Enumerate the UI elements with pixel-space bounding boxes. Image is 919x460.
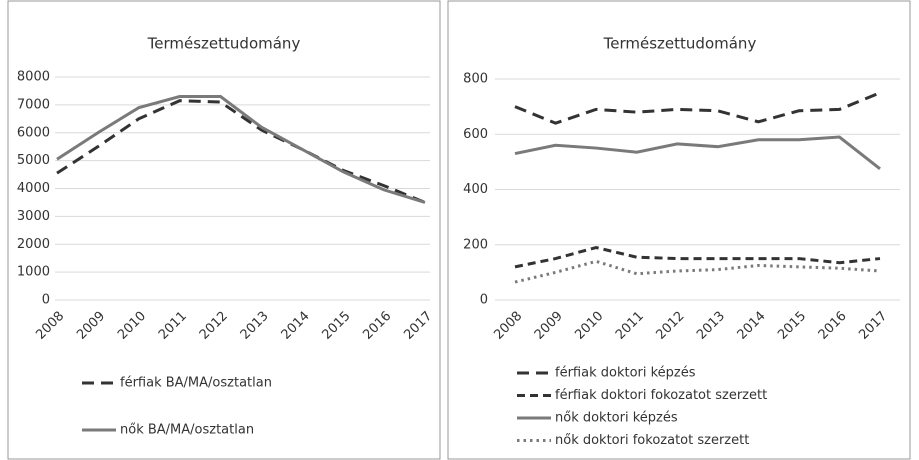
x-tick-label: 2011 <box>613 309 647 343</box>
series-line <box>514 135 881 170</box>
y-tick-label: 400 <box>463 182 488 197</box>
y-tick-label: 2000 <box>17 237 50 252</box>
series-line <box>56 95 426 204</box>
x-tick-label: 2011 <box>156 309 190 343</box>
y-tick-label: 4000 <box>17 181 50 196</box>
legend-label: férfiak BA/MA/osztatlan <box>120 376 272 391</box>
x-tick-label: 2014 <box>279 309 313 343</box>
x-tick-label: 2017 <box>856 309 890 343</box>
chart-title: Természettudomány <box>603 35 757 53</box>
legend-label: férfiak doktori képzés <box>555 366 696 381</box>
x-tick-label: 2012 <box>654 309 688 343</box>
panel-border <box>447 0 911 460</box>
y-tick-label: 6000 <box>17 125 50 140</box>
x-tick-label: 2010 <box>115 309 149 343</box>
x-tick-label: 2010 <box>572 309 606 343</box>
x-tick-label: 2012 <box>197 309 231 343</box>
y-tick-label: 0 <box>480 293 488 308</box>
y-tick-label: 7000 <box>17 97 50 112</box>
x-tick-label: 2015 <box>775 309 809 343</box>
legend-label: nők BA/MA/osztatlan <box>120 423 254 438</box>
x-tick-label: 2009 <box>532 309 566 343</box>
y-tick-label: 5000 <box>17 153 50 168</box>
y-tick-label: 0 <box>42 293 50 308</box>
x-tick-label: 2016 <box>816 309 850 343</box>
y-tick-label: 600 <box>463 127 488 142</box>
series-line <box>514 245 881 269</box>
y-tick-label: 800 <box>463 72 488 87</box>
panel-border <box>7 0 441 460</box>
y-tick-label: 8000 <box>17 70 50 85</box>
y-tick-label: 200 <box>463 237 488 252</box>
legend-label: nők doktori képzés <box>555 411 678 426</box>
chart-title: Természettudomány <box>147 35 301 53</box>
series-line <box>514 91 881 125</box>
series-line <box>56 99 426 204</box>
x-tick-label: 2008 <box>491 309 525 343</box>
legend-label: nők doktori fokozatot szerzett <box>555 433 749 448</box>
x-tick-label: 2015 <box>320 309 354 343</box>
x-tick-label: 2016 <box>360 309 394 343</box>
x-tick-label: 2013 <box>238 309 272 343</box>
x-tick-label: 2008 <box>33 309 67 343</box>
y-tick-label: 3000 <box>17 209 50 224</box>
x-tick-label: 2014 <box>735 309 769 343</box>
x-tick-label: 2013 <box>694 309 728 343</box>
legend-label: férfiak doktori fokozatot szerzett <box>555 388 767 403</box>
x-tick-label: 2017 <box>401 309 435 343</box>
x-tick-label: 2009 <box>74 309 108 343</box>
y-tick-label: 1000 <box>17 265 50 280</box>
series-line <box>514 259 881 284</box>
